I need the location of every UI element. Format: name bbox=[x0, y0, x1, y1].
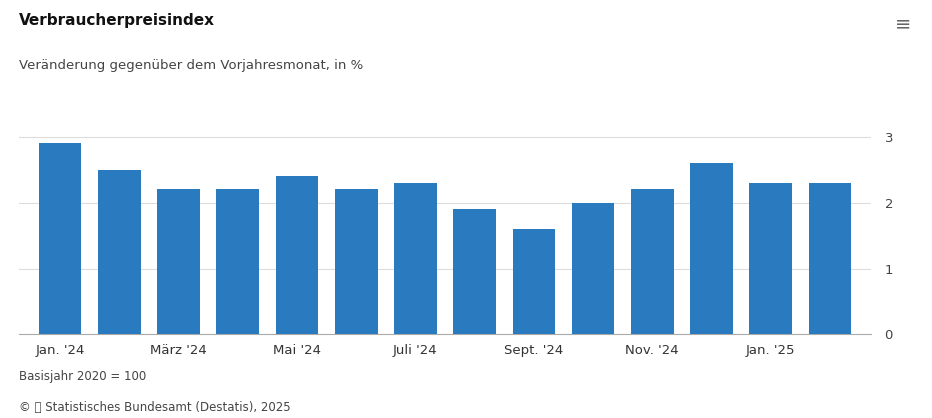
Text: ≡: ≡ bbox=[895, 15, 911, 33]
Text: Basisjahr 2020 = 100: Basisjahr 2020 = 100 bbox=[19, 370, 146, 383]
Text: Verbraucherpreisindex: Verbraucherpreisindex bbox=[19, 13, 214, 28]
Bar bbox=[216, 189, 259, 334]
Text: Veränderung gegenüber dem Vorjahresmonat, in %: Veränderung gegenüber dem Vorjahresmonat… bbox=[19, 59, 363, 71]
Bar bbox=[513, 229, 555, 334]
Bar bbox=[276, 176, 319, 334]
Bar bbox=[691, 163, 733, 334]
Bar bbox=[631, 189, 674, 334]
Bar bbox=[98, 170, 141, 334]
Text: © 📊 Statistisches Bundesamt (Destatis), 2025: © 📊 Statistisches Bundesamt (Destatis), … bbox=[19, 401, 290, 414]
Bar bbox=[394, 183, 437, 334]
Bar bbox=[39, 143, 81, 334]
Bar bbox=[335, 189, 377, 334]
Bar bbox=[809, 183, 851, 334]
Bar bbox=[158, 189, 199, 334]
Bar bbox=[453, 209, 496, 334]
Bar bbox=[571, 203, 614, 334]
Bar bbox=[749, 183, 792, 334]
